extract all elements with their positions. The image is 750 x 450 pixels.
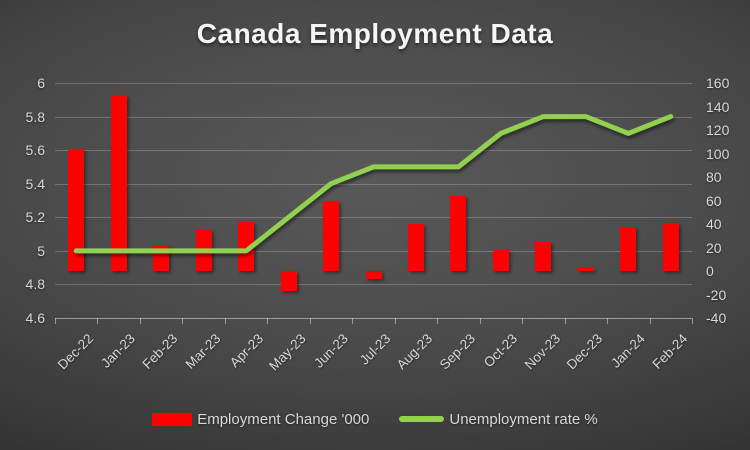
y-axis-right-tick-label: -20 [706,286,727,303]
gridline [55,116,692,118]
line-series-swatch [399,416,445,422]
x-axis-tick [564,318,566,324]
y-axis-right-tick-label: 40 [706,216,722,232]
x-axis-tick [224,318,226,324]
gridline [55,217,692,219]
y-axis-left-tick-label: 5.6 [25,142,45,159]
employment-change-bar [407,224,424,271]
x-axis-tick [607,318,609,324]
gridline [55,150,692,152]
x-axis-tick [267,318,269,324]
x-axis-tick-label: Mar-23 [182,331,224,372]
employment-change-bar [195,230,212,271]
x-axis-tick-label: Jan-23 [98,331,139,371]
gridline [55,83,692,84]
x-axis-tick [437,318,439,324]
legend-label: Unemployment rate % [449,410,598,428]
y-axis-left-tick-label: 5 [37,242,45,259]
x-axis-tick [55,318,56,324]
x-axis-tick-label: Feb-24 [649,331,691,372]
y-axis-left-tick-label: 5.2 [25,209,45,226]
y-axis-left-tick-label: 4.6 [25,310,45,326]
employment-change-bar [238,222,255,271]
y-axis-right-tick-label: 100 [706,145,730,162]
x-axis-tick [394,318,396,324]
gridline [55,284,692,286]
legend-label: Employment Change '000 [197,410,370,428]
x-axis-tick-label: Nov-23 [521,331,563,373]
x-axis-tick-label: Jun-23 [310,331,351,371]
x-axis-tick [479,318,481,324]
x-axis-tick-label: Dec-22 [54,331,96,373]
gridline [55,250,692,252]
employment-change-bar [662,223,679,271]
legend-item-unemployment-rate: Unemployment rate % [399,410,598,428]
x-axis-tick [309,318,311,324]
x-axis-tick-label: Jul-23 [356,331,394,368]
x-axis-tick [352,318,354,324]
employment-change-bar [365,271,382,279]
y-axis-right-tick-label: 0 [706,263,714,279]
y-axis-right-tick-label: 20 [706,239,722,256]
x-axis-tick-label: Apr-23 [226,331,266,371]
chart-title: Canada Employment Data [196,18,554,49]
y-axis-right-tick-label: 140 [706,98,730,115]
employment-change-bar [492,250,509,271]
y-axis-left-tick-label: 6 [37,75,45,91]
x-axis-tick-label: Sep-23 [436,331,479,373]
y-axis-right-tick-label: 120 [706,122,730,138]
x-axis-tick-label: Aug-23 [394,331,436,373]
employment-change-bar [450,196,467,271]
y-axis-right-tick-label: 160 [706,75,730,91]
legend: Employment Change '000 Unemployment rate… [0,403,750,435]
legend-item-employment-change: Employment Change '000 [152,411,369,428]
employment-change-bar [535,241,552,271]
employment-change-bar [620,227,637,271]
employment-change-bar [110,94,127,271]
y-axis-right-tick-label: -40 [706,310,727,326]
x-axis-line [55,318,692,319]
bar-series-swatch [152,412,193,426]
x-axis-tick [649,318,651,324]
y-axis-left-tick-label: 5.8 [25,108,45,125]
employment-change-bar [323,200,340,271]
x-axis-tick-label: Oct-23 [481,331,521,371]
x-axis-tick [692,318,693,324]
x-axis-tick-label: Feb-23 [139,331,181,372]
employment-change-bar [577,267,594,271]
employment-change-bar [68,148,85,271]
y-axis-right-tick-label: 60 [706,192,722,209]
x-axis-tick [182,318,184,324]
gridline [55,183,692,185]
x-axis-tick-label: Dec-23 [564,331,606,373]
x-axis-tick-label: May-23 [265,331,309,374]
employment-change-bar [280,271,297,292]
x-axis-tick [522,318,524,324]
x-axis-tick [97,318,99,324]
y-axis-left-tick-label: 4.8 [25,276,45,293]
x-axis-tick-label: Jan-24 [608,331,648,371]
y-axis-left-tick-label: 5.4 [25,175,45,192]
y-axis-right-tick-label: 80 [706,169,722,185]
x-axis-tick [139,318,141,324]
employment-change-bar [153,245,170,271]
